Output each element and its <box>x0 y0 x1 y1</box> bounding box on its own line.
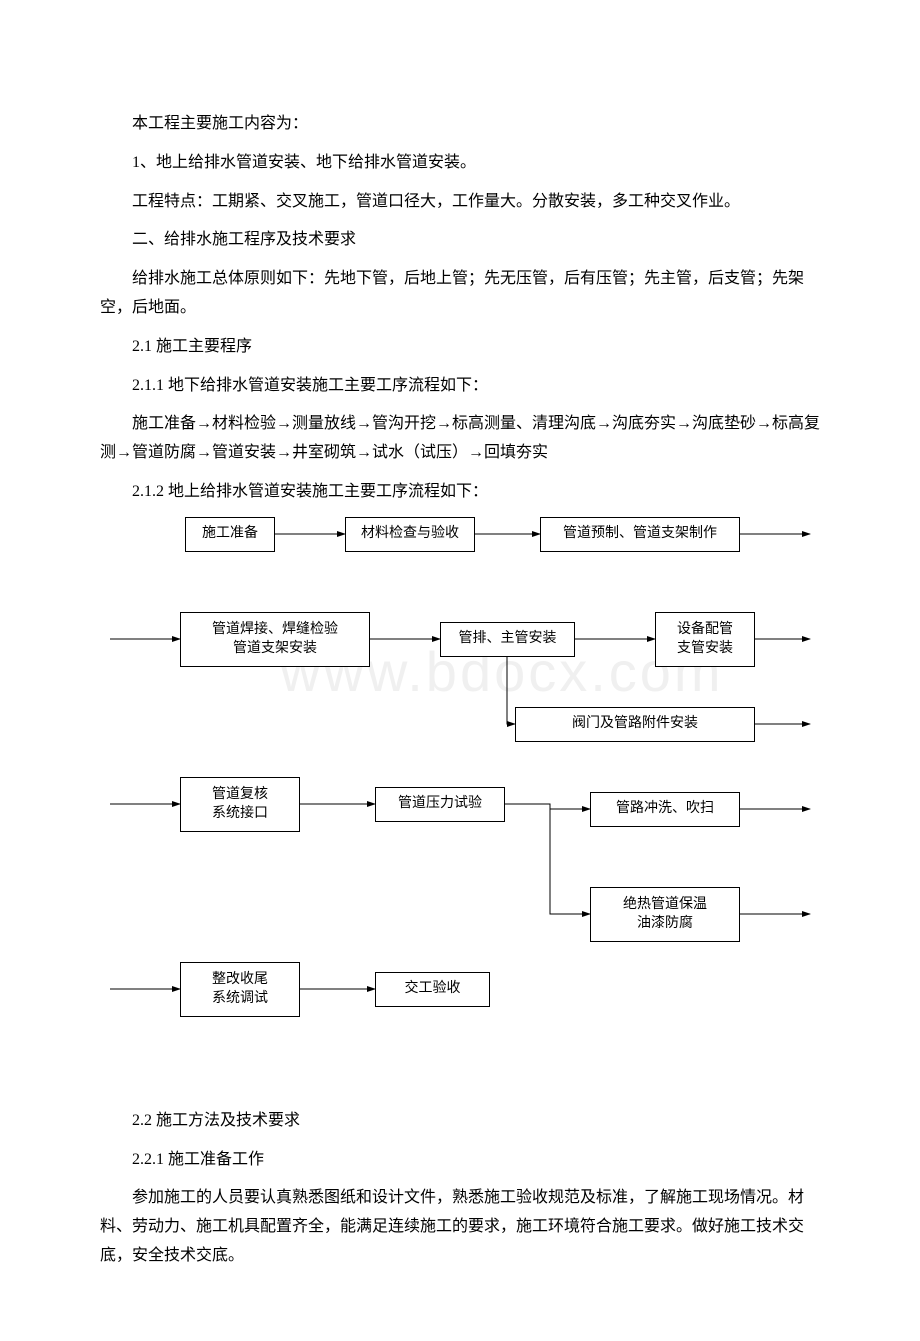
flowchart-node-n9: 管道压力试验 <box>375 787 505 822</box>
paragraph-6: 2.1 施工主要程序 <box>100 333 820 362</box>
flowchart-node-n11: 绝热管道保温油漆防腐 <box>590 887 740 942</box>
flowchart-node-n10: 管路冲洗、吹扫 <box>590 792 740 827</box>
paragraph-12: 参加施工的人员要认真熟悉图纸和设计文件，熟悉施工验收规范及标准，了解施工现场情况… <box>100 1184 820 1270</box>
flowchart-node-n7: 阀门及管路附件安装 <box>515 707 755 742</box>
flowchart: www.bdocx.com 施工准备材料检查与验收管道预制、管道支架制作管道焊接… <box>100 517 820 1077</box>
paragraph-7: 2.1.1 地下给排水管道安装施工主要工序流程如下： <box>100 372 820 401</box>
flowchart-node-n3: 管道预制、管道支架制作 <box>540 517 740 552</box>
flowchart-node-n6: 设备配管支管安装 <box>655 612 755 667</box>
flowchart-edge <box>507 657 515 724</box>
paragraph-3: 工程特点：工期紧、交叉施工，管道口径大，工作量大。分散安装，多工种交叉作业。 <box>100 188 820 217</box>
paragraph-8: 施工准备→材料检验→测量放线→管沟开挖→标高测量、清理沟底→沟底夯实→沟底垫砂→… <box>100 410 820 468</box>
flowchart-node-n2: 材料检查与验收 <box>345 517 475 552</box>
flowchart-node-n1: 施工准备 <box>185 517 275 552</box>
flowchart-node-n4: 管道焊接、焊缝检验管道支架安装 <box>180 612 370 667</box>
paragraph-1: 本工程主要施工内容为： <box>100 110 820 139</box>
paragraph-11: 2.2.1 施工准备工作 <box>100 1146 820 1175</box>
flowchart-edge <box>550 809 590 914</box>
flowchart-node-n12: 整改收尾系统调试 <box>180 962 300 1017</box>
paragraph-9: 2.1.2 地上给排水管道安装施工主要工序流程如下： <box>100 478 820 507</box>
paragraph-4: 二、给排水施工程序及技术要求 <box>100 226 820 255</box>
flowchart-node-n8: 管道复核系统接口 <box>180 777 300 832</box>
flowchart-node-n5: 管排、主管安装 <box>440 622 575 657</box>
flowchart-node-n13: 交工验收 <box>375 972 490 1007</box>
paragraph-10: 2.2 施工方法及技术要求 <box>100 1107 820 1136</box>
paragraph-2: 1、地上给排水管道安装、地下给排水管道安装。 <box>100 149 820 178</box>
flowchart-edge <box>505 804 590 809</box>
paragraph-5: 给排水施工总体原则如下：先地下管，后地上管；先无压管，后有压管；先主管，后支管；… <box>100 265 820 323</box>
